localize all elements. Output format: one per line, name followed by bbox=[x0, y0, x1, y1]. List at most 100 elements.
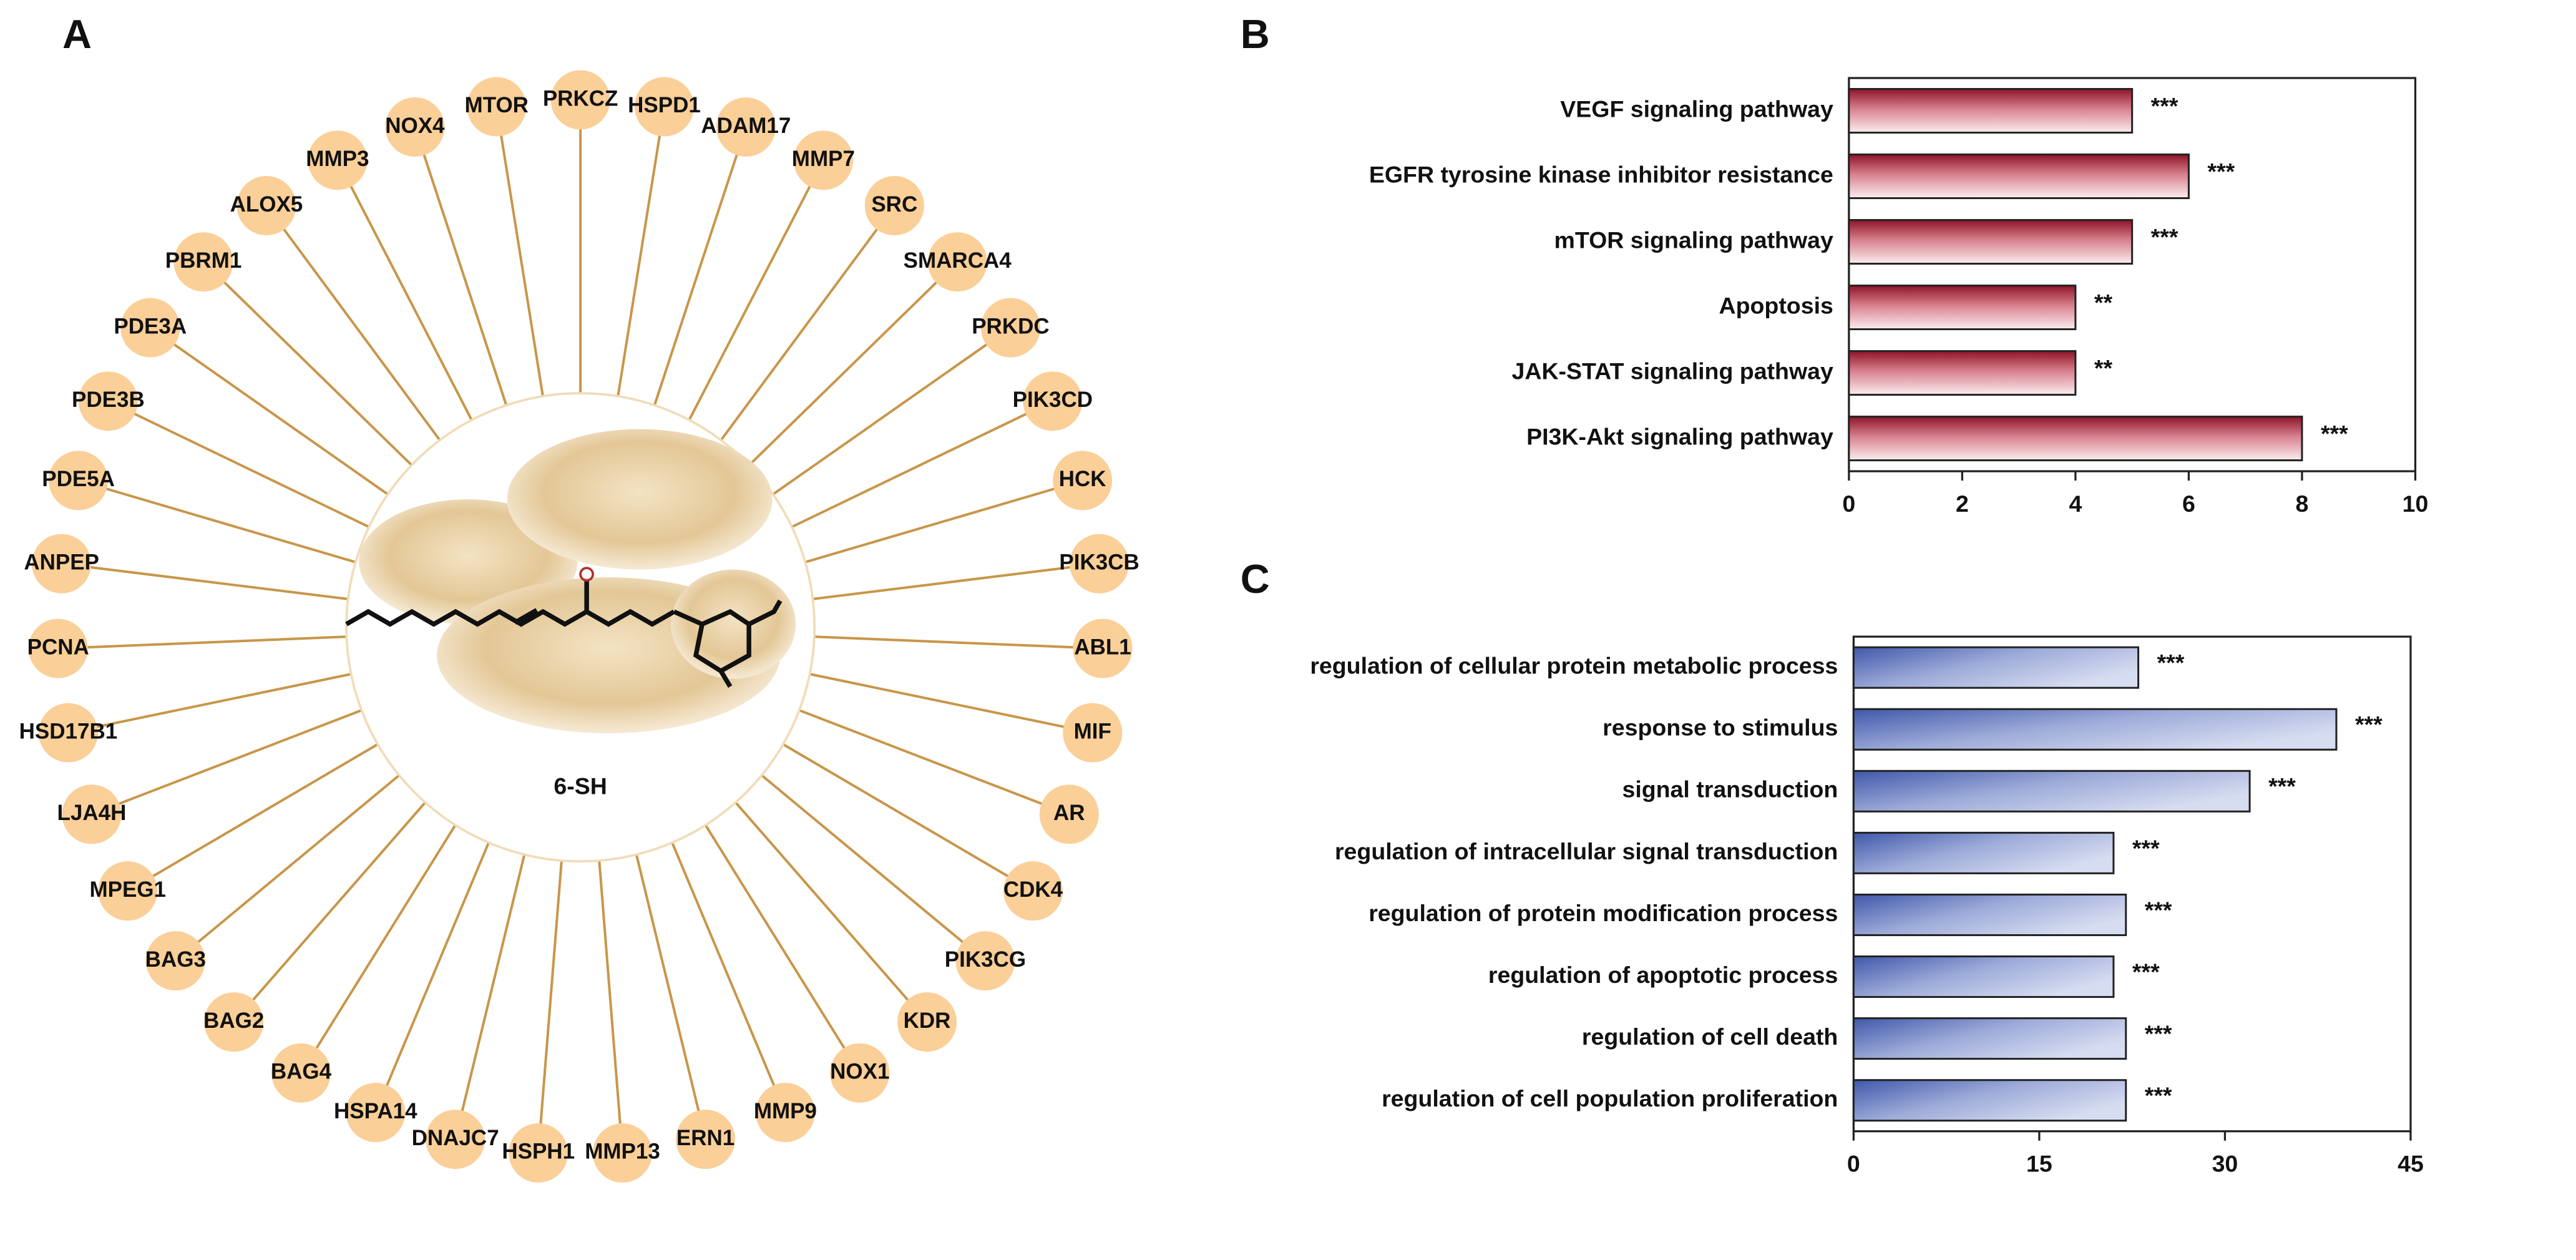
node bbox=[980, 298, 1040, 358]
edge bbox=[68, 673, 352, 735]
node bbox=[98, 861, 158, 921]
x-tick-label: 45 bbox=[2398, 1151, 2424, 1177]
node-label: MIF bbox=[1074, 719, 1111, 743]
node bbox=[62, 784, 122, 844]
node bbox=[755, 1083, 815, 1143]
node-label: MMP7 bbox=[792, 147, 855, 171]
node bbox=[1063, 703, 1123, 763]
node bbox=[38, 703, 98, 763]
center-image: 6-SH bbox=[345, 392, 816, 863]
node bbox=[308, 130, 368, 190]
node-label: AR bbox=[1053, 801, 1085, 825]
node-label: HCK bbox=[1059, 467, 1106, 491]
edge bbox=[149, 326, 389, 496]
edge bbox=[598, 860, 624, 1153]
edge bbox=[78, 479, 356, 564]
y-tick-label: EGFR tyrosine kinase inhibitor resistanc… bbox=[1369, 161, 1833, 187]
annotation: *** bbox=[2355, 711, 2383, 738]
molecule bbox=[345, 580, 783, 688]
y-tick-label: regulation of cell death bbox=[1582, 1023, 1838, 1050]
node bbox=[793, 130, 853, 190]
node-label: MMP3 bbox=[306, 147, 369, 171]
edge bbox=[809, 673, 1093, 735]
node bbox=[927, 232, 987, 292]
edge bbox=[107, 400, 370, 529]
bar bbox=[1848, 416, 2303, 462]
node bbox=[467, 77, 527, 137]
node-label: BAG2 bbox=[203, 1008, 264, 1033]
node bbox=[1070, 534, 1129, 593]
node-label: ADAM17 bbox=[701, 114, 791, 138]
bar bbox=[1848, 219, 2134, 265]
edge bbox=[799, 709, 1070, 816]
node bbox=[1003, 861, 1063, 921]
node bbox=[145, 931, 205, 991]
node bbox=[509, 1123, 568, 1183]
node-label: KDR bbox=[904, 1008, 951, 1033]
y-tick-label: JAK-STAT signaling pathway bbox=[1512, 358, 1833, 384]
node-label: PDE3B bbox=[72, 388, 145, 412]
node-label: NOX4 bbox=[385, 114, 445, 138]
edge bbox=[454, 854, 526, 1140]
y-tick-label: VEGF signaling pathway bbox=[1560, 95, 1833, 122]
node bbox=[32, 534, 92, 593]
node bbox=[830, 1043, 890, 1103]
edge bbox=[175, 774, 400, 962]
edge bbox=[233, 801, 426, 1023]
y-tick-label: Apoptosis bbox=[1719, 292, 1833, 318]
node bbox=[173, 232, 233, 292]
y-tick-label: PI3K-Akt signaling pathway bbox=[1526, 423, 1833, 449]
x-tick-label: 10 bbox=[2403, 491, 2429, 517]
node-label: PRKCZ bbox=[543, 86, 618, 110]
node-label: MPEG1 bbox=[89, 877, 166, 902]
panel-label: C bbox=[1241, 556, 1270, 602]
annotation: ** bbox=[2094, 289, 2113, 315]
x-tick-label: 6 bbox=[2182, 491, 2195, 517]
node-label: HSPD1 bbox=[628, 93, 701, 117]
node bbox=[897, 992, 957, 1052]
annotation: *** bbox=[2132, 959, 2160, 985]
edge bbox=[300, 824, 457, 1074]
edge bbox=[58, 635, 347, 650]
y-tick-label: regulation of cell population proliferat… bbox=[1382, 1085, 1838, 1111]
bar bbox=[1852, 955, 2115, 999]
edge bbox=[61, 562, 349, 600]
node-label: ALOX5 bbox=[230, 192, 303, 217]
edge bbox=[704, 824, 861, 1074]
node-label: PIK3CB bbox=[1059, 550, 1139, 575]
y-tick-label: signal transduction bbox=[1622, 776, 1838, 803]
node bbox=[78, 371, 138, 431]
panel-label: B bbox=[1241, 11, 1270, 57]
node bbox=[955, 931, 1015, 991]
node-label: HSPA14 bbox=[334, 1099, 417, 1123]
bar bbox=[1852, 708, 2338, 751]
x-tick-label: 0 bbox=[1847, 1151, 1860, 1177]
node bbox=[593, 1123, 653, 1183]
edge bbox=[720, 205, 895, 441]
node bbox=[676, 1110, 736, 1170]
node-label: ERN1 bbox=[676, 1126, 734, 1150]
node-label: PIK3CG bbox=[945, 947, 1026, 972]
bar bbox=[1852, 1079, 2127, 1122]
node-label: PCNA bbox=[27, 635, 89, 659]
node-label: ANPEP bbox=[24, 550, 99, 575]
edge bbox=[374, 842, 490, 1113]
edge bbox=[814, 635, 1103, 650]
node-label: SMARCA4 bbox=[904, 248, 1012, 273]
bar bbox=[1848, 88, 2134, 134]
node-label: BAG4 bbox=[271, 1060, 332, 1084]
plot-frame bbox=[1848, 77, 2417, 472]
annotation: ** bbox=[2094, 354, 2113, 381]
node bbox=[271, 1043, 331, 1103]
center-label: 6-SH bbox=[554, 773, 607, 799]
edge bbox=[748, 261, 959, 466]
edge bbox=[413, 126, 508, 406]
bar bbox=[1848, 350, 2077, 396]
edge bbox=[653, 126, 748, 406]
edge bbox=[495, 106, 544, 397]
bar bbox=[1852, 646, 2140, 689]
x-tick-label: 8 bbox=[2296, 491, 2309, 517]
